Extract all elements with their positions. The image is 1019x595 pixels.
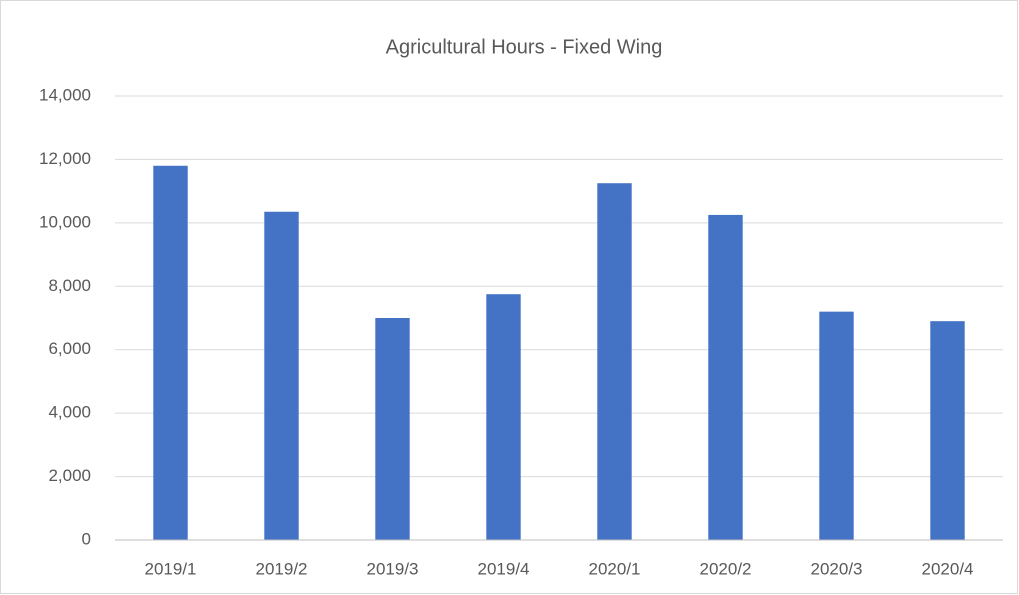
bar xyxy=(486,294,521,540)
x-tick-label: 2019/2 xyxy=(256,559,308,578)
bar xyxy=(375,318,410,540)
x-tick-label: 2020/3 xyxy=(811,559,863,578)
x-tick-label: 2019/3 xyxy=(367,559,419,578)
y-tick-label: 6,000 xyxy=(48,339,91,358)
x-tick-label: 2020/2 xyxy=(700,559,752,578)
bar xyxy=(153,165,188,540)
x-tick-label: 2020/4 xyxy=(922,559,974,578)
chart-title: Agricultural Hours - Fixed Wing xyxy=(386,36,663,58)
y-tick-label: 10,000 xyxy=(39,212,91,231)
x-tick-label: 2019/1 xyxy=(145,559,197,578)
bar xyxy=(264,211,299,540)
y-tick-label: 4,000 xyxy=(48,403,91,422)
y-tick-label: 0 xyxy=(82,529,91,548)
y-tick-label: 14,000 xyxy=(39,85,91,104)
x-tick-label: 2020/1 xyxy=(589,559,641,578)
bar xyxy=(819,311,854,540)
y-tick-label: 12,000 xyxy=(39,149,91,168)
bar xyxy=(930,321,965,540)
x-tick-label: 2019/4 xyxy=(478,559,530,578)
y-tick-label: 2,000 xyxy=(48,466,91,485)
bar xyxy=(708,214,743,540)
y-tick-label: 8,000 xyxy=(48,276,91,295)
bar xyxy=(597,183,632,540)
